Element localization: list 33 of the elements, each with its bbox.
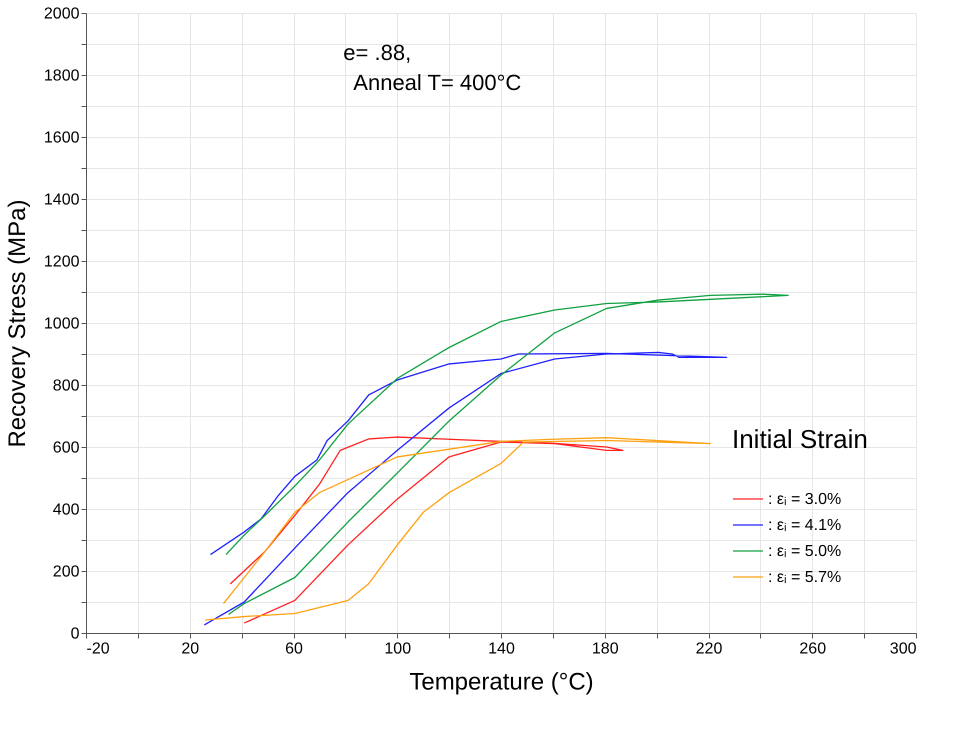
y-tick-label: 2000 — [44, 6, 80, 22]
y-tick-label: 400 — [52, 502, 80, 518]
y-tick-label: 1400 — [44, 192, 80, 208]
x-tick-label: 140 — [488, 640, 515, 658]
legend-title: Initial Strain — [732, 424, 868, 454]
y-tick-label: 1000 — [44, 316, 80, 332]
y-tick-label: 200 — [52, 564, 80, 580]
x-tick-label: 180 — [592, 640, 619, 658]
x-tick-label: 100 — [384, 640, 412, 658]
line-series — [230, 436, 624, 624]
y-tick-label: 600 — [52, 440, 80, 456]
x-axis-title: Temperature (°C) — [409, 668, 594, 696]
annotation: e= .88, — [343, 40, 412, 65]
x-tick-label: 60 — [285, 640, 303, 658]
legend-label: : εᵢ = 4.1% — [768, 517, 842, 534]
y-tick-label: 1200 — [44, 254, 80, 270]
annotation: Anneal T= 400°C — [353, 70, 522, 95]
y-tick-label: 1800 — [44, 68, 80, 84]
line-series — [225, 294, 789, 616]
y-tick-label: 800 — [52, 378, 80, 394]
legend-label: : εᵢ = 5.0% — [768, 543, 842, 560]
line-series — [204, 352, 728, 626]
x-tick-label: 260 — [799, 640, 826, 658]
x-tick-label: 220 — [696, 640, 722, 658]
legend-label: : εᵢ = 5.7% — [768, 569, 842, 586]
line-series — [204, 437, 711, 621]
x-tick-label: 20 — [181, 640, 200, 658]
y-tick-label: 0 — [70, 626, 80, 642]
y-tick-label: 1600 — [44, 130, 80, 146]
legend-label: : εᵢ = 3.0% — [768, 491, 842, 508]
y-axis-title: Recovery Stress (MPa) — [4, 199, 31, 448]
x-tick-label: 300 — [890, 640, 917, 658]
x-tick-label: -20 — [86, 640, 110, 658]
